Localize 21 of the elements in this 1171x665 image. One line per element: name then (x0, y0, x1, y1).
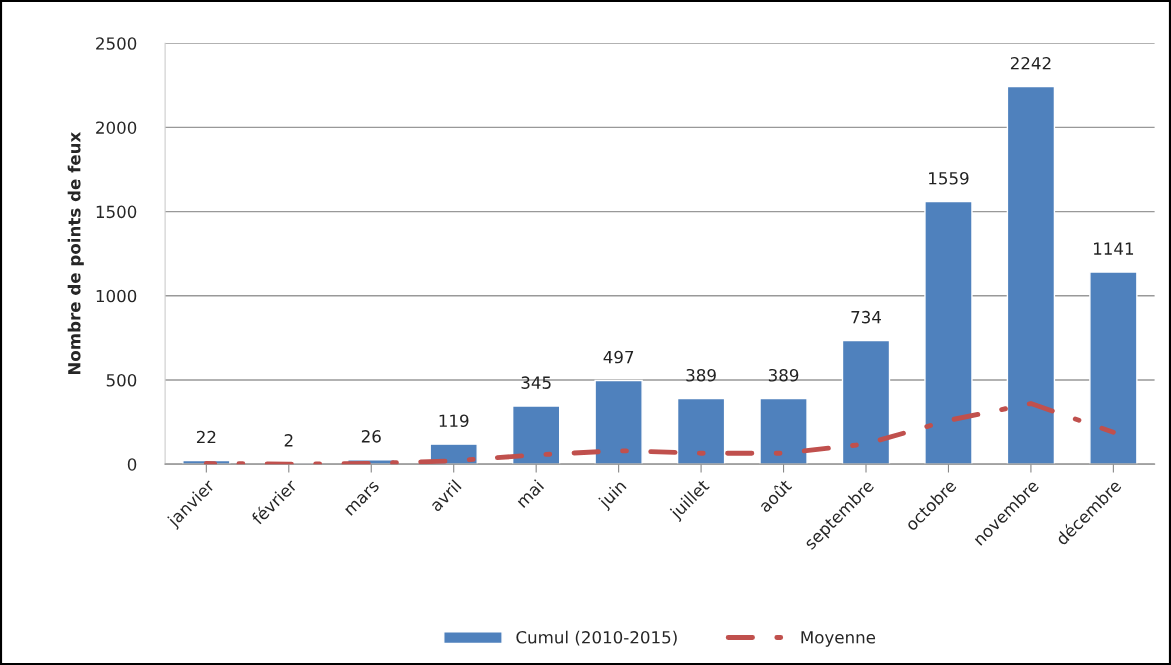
y-tick-label: 1500 (96, 205, 137, 219)
data-label: 119 (439, 414, 469, 428)
y-tick-label: 500 (106, 373, 137, 387)
y-tick-label: 2500 (96, 37, 137, 50)
y-tick-label: 2000 (96, 121, 137, 134)
legend-label: Moyenne (801, 631, 876, 647)
y-tick-label: 0 (127, 458, 137, 471)
data-label: 2 (284, 434, 293, 447)
data-label: 26 (361, 430, 381, 443)
y-axis-title: Nombre de points de feux (67, 131, 84, 375)
legend-label: Cumul (2010-2015) (516, 630, 677, 646)
data-label: 497 (603, 350, 634, 364)
data-label: 22 (196, 430, 216, 444)
data-label: 1559 (929, 171, 969, 185)
y-tick-label: 1000 (96, 289, 137, 303)
data-label: 1141 (1094, 242, 1134, 255)
data-label: 345 (521, 376, 551, 389)
data-label: 734 (851, 310, 881, 324)
data-label: 2242 (1010, 56, 1051, 70)
data-label: 389 (686, 368, 716, 382)
data-label: 389 (768, 368, 799, 382)
